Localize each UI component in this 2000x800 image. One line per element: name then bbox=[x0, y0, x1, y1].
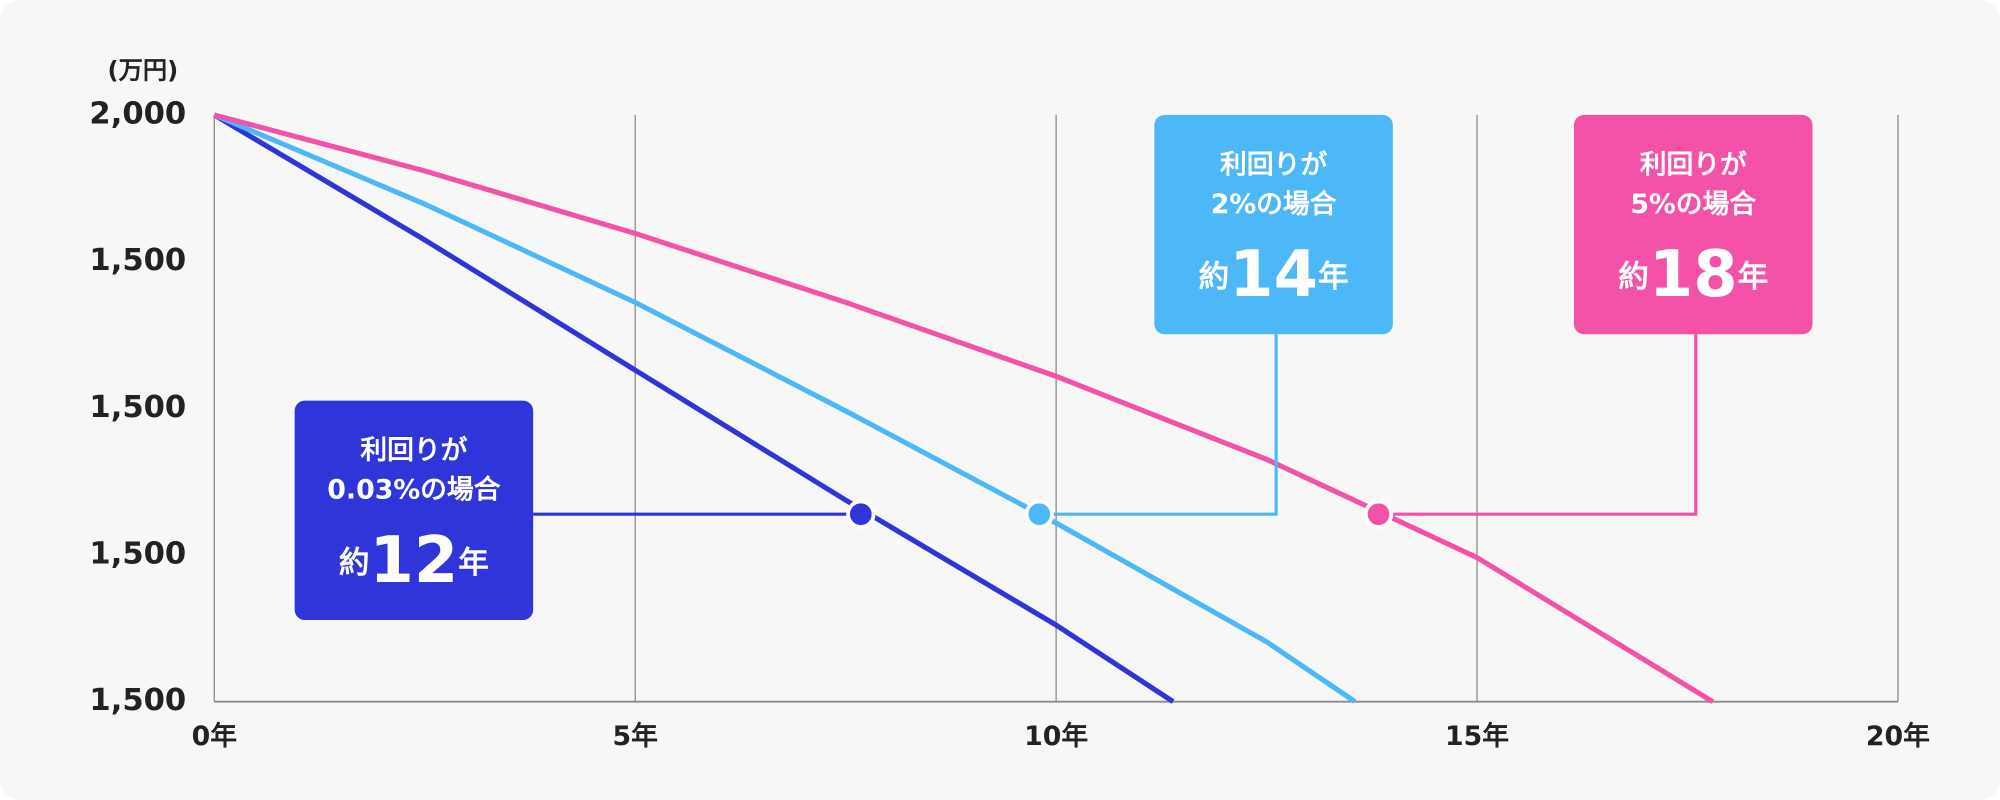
callout-number: 12 bbox=[370, 523, 459, 597]
callout-years: 約18年 bbox=[1618, 238, 1768, 312]
y-tick-label: 1,500 bbox=[89, 390, 186, 425]
y-tick-label: 1,500 bbox=[89, 683, 186, 718]
marker bbox=[1024, 499, 1054, 529]
x-tick-label: 5年 bbox=[613, 720, 658, 752]
callout-years: 約12年 bbox=[339, 523, 489, 597]
callout-prefix: 約 bbox=[1618, 260, 1649, 295]
x-tick-label: 10年 bbox=[1024, 720, 1088, 752]
x-tick-label: 15年 bbox=[1445, 720, 1509, 752]
series-line bbox=[213, 112, 1357, 704]
callout-text: 利回りが bbox=[360, 434, 467, 466]
callout-years: 約14年 bbox=[1199, 238, 1349, 312]
callout-text: 5%の場合 bbox=[1630, 188, 1756, 220]
series-line bbox=[213, 112, 1715, 704]
y-unit: (万円) bbox=[108, 57, 179, 85]
callout-text: 2%の場合 bbox=[1211, 188, 1337, 220]
callout-suffix: 年 bbox=[1738, 260, 1769, 295]
leader-line bbox=[1378, 334, 1698, 516]
callout-prefix: 約 bbox=[339, 545, 370, 580]
callout-text: 利回りが bbox=[1640, 148, 1747, 180]
series-line bbox=[212, 112, 1175, 704]
callout-number: 18 bbox=[1649, 238, 1738, 312]
callout-text: 0.03%の場合 bbox=[327, 474, 500, 506]
callout-box bbox=[1154, 114, 1393, 335]
callout-prefix: 約 bbox=[1199, 260, 1230, 295]
callout-text: 利回りが bbox=[1220, 148, 1327, 180]
x-tick-label: 20年 bbox=[1866, 720, 1930, 752]
callout-box bbox=[294, 400, 534, 621]
x-tick-label: 0年 bbox=[192, 720, 237, 752]
marker bbox=[1363, 499, 1394, 529]
callout-box bbox=[1573, 114, 1813, 335]
y-tick-label: 1,500 bbox=[89, 536, 186, 571]
y-tick-label: 1,500 bbox=[89, 243, 186, 278]
callout-suffix: 年 bbox=[458, 545, 489, 580]
y-tick-label: 2,000 bbox=[89, 96, 186, 131]
leader-line bbox=[1039, 334, 1278, 516]
callout-suffix: 年 bbox=[1318, 260, 1349, 295]
callout-number: 14 bbox=[1229, 238, 1318, 312]
marker bbox=[846, 499, 876, 529]
